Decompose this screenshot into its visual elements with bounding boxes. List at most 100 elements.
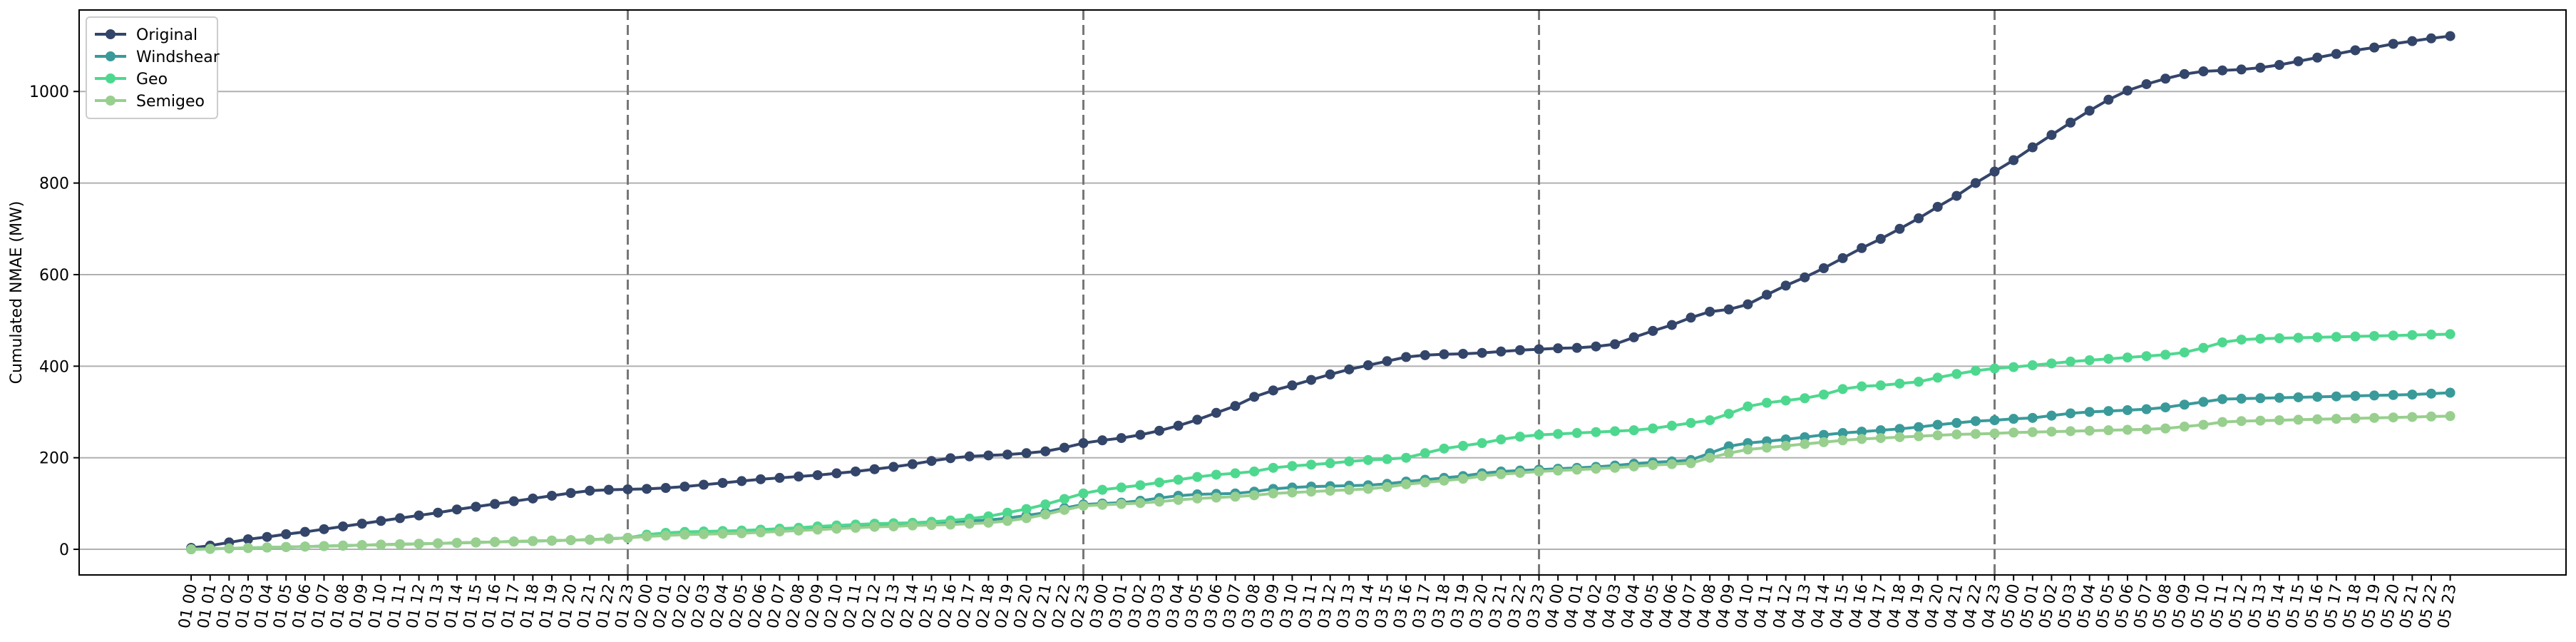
point	[1989, 363, 2000, 374]
point	[1192, 414, 1203, 425]
point	[2407, 36, 2418, 46]
point	[281, 541, 292, 552]
point	[1514, 467, 1525, 478]
y-tick-label: 200	[39, 450, 69, 468]
y-tick-label: 1000	[29, 83, 69, 101]
point	[603, 534, 614, 544]
point	[1268, 462, 1278, 473]
point	[1914, 431, 1924, 442]
point	[1097, 499, 1108, 510]
point	[1762, 442, 1772, 453]
point	[2008, 155, 2019, 165]
point	[1135, 498, 1146, 509]
point	[2350, 331, 2361, 342]
point	[319, 541, 329, 551]
point	[1002, 449, 1013, 460]
point	[1192, 472, 1203, 482]
point	[1116, 482, 1127, 493]
point	[1211, 492, 1221, 503]
point	[1078, 438, 1089, 449]
legend-label: Original	[136, 26, 197, 44]
point	[414, 510, 424, 521]
point	[1002, 516, 1013, 526]
point	[1666, 320, 1677, 330]
point	[1363, 360, 1373, 371]
point	[2445, 387, 2456, 398]
point	[2331, 332, 2341, 342]
series-line	[191, 391, 2451, 551]
point	[2141, 78, 2152, 89]
point	[1325, 485, 1335, 496]
point	[1989, 415, 2000, 426]
point	[1059, 442, 1069, 453]
point	[2198, 419, 2209, 430]
point	[1610, 426, 1621, 437]
point	[1875, 233, 1886, 244]
point	[451, 538, 462, 549]
point	[1325, 369, 1335, 379]
point	[508, 496, 519, 506]
point	[2066, 356, 2076, 367]
point	[1059, 494, 1069, 504]
point	[1628, 332, 1639, 342]
point	[1249, 490, 1260, 501]
point	[2122, 85, 2133, 96]
point	[1666, 420, 1677, 431]
point	[2388, 330, 2398, 341]
point	[1477, 347, 1487, 358]
point	[1837, 435, 1848, 446]
point	[1875, 380, 1886, 391]
point	[2141, 351, 2152, 362]
point	[2084, 425, 2095, 436]
point	[1894, 223, 1905, 234]
point	[1420, 350, 1430, 360]
point	[1818, 429, 1829, 440]
point	[1344, 484, 1355, 495]
point	[794, 472, 804, 482]
point	[2160, 423, 2171, 434]
point	[1705, 415, 1715, 426]
point	[1458, 349, 1469, 360]
point	[490, 536, 501, 547]
point	[2274, 415, 2284, 426]
point	[1040, 446, 1051, 457]
point	[2198, 397, 2209, 407]
point	[2369, 330, 2380, 341]
point	[603, 484, 614, 495]
point	[907, 520, 918, 531]
point	[1097, 435, 1108, 446]
point	[1496, 346, 1507, 357]
point	[451, 504, 462, 515]
point	[1932, 201, 1943, 212]
point	[1287, 487, 1298, 498]
point	[1078, 501, 1089, 511]
point	[2198, 342, 2209, 353]
point	[1762, 397, 1772, 408]
point	[2046, 410, 2057, 421]
point	[1837, 253, 1848, 263]
point	[2293, 392, 2304, 402]
point	[888, 521, 899, 531]
point	[2217, 65, 2228, 76]
point	[1287, 461, 1298, 472]
point	[1857, 434, 1867, 444]
point	[1685, 458, 1696, 469]
point	[1325, 458, 1335, 469]
point	[1192, 493, 1203, 504]
point	[546, 490, 557, 501]
point	[1800, 432, 1810, 442]
point	[1439, 475, 1449, 486]
point	[679, 529, 690, 540]
point	[2046, 358, 2057, 369]
point	[1002, 507, 1013, 518]
point	[660, 530, 671, 541]
point	[1496, 469, 1507, 479]
point	[1477, 471, 1487, 482]
point	[1648, 423, 1658, 434]
point	[2122, 404, 2133, 415]
point	[1420, 477, 1430, 488]
point	[1951, 190, 1962, 201]
point	[1401, 452, 1412, 463]
point	[2103, 94, 2114, 105]
point	[2179, 422, 2190, 432]
